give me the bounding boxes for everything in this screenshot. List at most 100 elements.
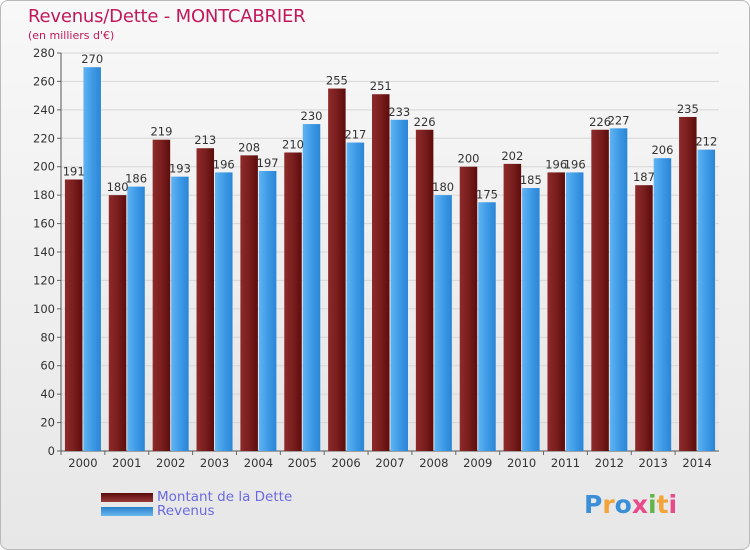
bar-dette <box>503 163 522 451</box>
legend-swatch-revenus <box>101 506 153 516</box>
bar-revenus <box>215 172 233 451</box>
x-tick-label: 2013 <box>639 456 668 470</box>
x-tick-label: 2001 <box>112 456 141 470</box>
logo-letter: i <box>648 490 657 519</box>
data-label: 206 <box>651 143 673 157</box>
x-tick-label: 2000 <box>68 456 97 470</box>
y-tick-label: 180 <box>33 188 55 202</box>
y-tick-label: 220 <box>33 131 55 145</box>
bar-revenus <box>390 119 408 452</box>
bar-dette <box>372 94 390 451</box>
data-label: 230 <box>301 109 323 123</box>
bar-revenus <box>258 170 277 451</box>
y-tick-label: 120 <box>33 273 55 287</box>
logo-letter: t <box>656 490 669 519</box>
y-tick-label: 200 <box>33 160 55 174</box>
data-label: 193 <box>169 162 191 176</box>
data-label: 227 <box>608 113 630 127</box>
bar-revenus <box>697 149 716 451</box>
bar-revenus <box>302 124 321 452</box>
logo-letter: P <box>584 490 603 519</box>
chart-subtitle: (en milliers d'€) <box>28 29 115 42</box>
data-label: 226 <box>414 115 436 129</box>
bar-revenus <box>83 67 101 451</box>
bar-dette <box>108 195 127 451</box>
x-tick-label: 2012 <box>595 456 624 470</box>
y-tick-label: 80 <box>40 330 55 344</box>
bar-revenus <box>346 142 365 452</box>
x-tick-label: 2009 <box>463 456 492 470</box>
bar-dette <box>284 152 302 451</box>
bar-dette <box>415 129 434 451</box>
y-tick-label: 20 <box>40 416 55 430</box>
legend-label-revenus: Revenus <box>157 503 215 519</box>
bar-revenus <box>522 188 540 452</box>
bar-dette <box>679 116 697 451</box>
data-label: 251 <box>370 79 392 93</box>
bar-dette <box>635 185 653 451</box>
data-label: 175 <box>476 187 498 201</box>
x-tick-label: 2005 <box>288 456 317 470</box>
bar-dette <box>64 179 83 451</box>
bar-dette <box>152 139 171 451</box>
logo-letter: i <box>668 490 678 519</box>
y-tick-label: 140 <box>33 245 55 259</box>
legend-item-dette: Montant de la Dette <box>101 489 292 505</box>
x-tick-label: 2002 <box>156 456 185 470</box>
logo-letter: o <box>614 490 632 519</box>
data-label: 213 <box>194 133 216 147</box>
data-label: 217 <box>344 128 366 142</box>
legend-item-revenus: Revenus <box>101 503 215 519</box>
x-tick-label: 2011 <box>551 456 580 470</box>
data-label: 191 <box>63 165 85 179</box>
y-tick-label: 100 <box>33 302 55 316</box>
data-label: 235 <box>677 102 699 116</box>
data-label: 202 <box>501 149 523 163</box>
logo-letter: x <box>631 490 648 519</box>
x-tick-label: 2010 <box>507 456 536 470</box>
y-tick-label: 40 <box>40 387 55 401</box>
data-label: 197 <box>257 156 279 170</box>
data-label: 233 <box>388 105 410 119</box>
bar-revenus <box>171 176 189 451</box>
x-tick-label: 2008 <box>419 456 448 470</box>
y-tick-label: 260 <box>33 74 55 88</box>
logo-letter: r <box>602 490 615 519</box>
x-tick-label: 2004 <box>244 456 273 470</box>
data-label: 210 <box>282 138 304 152</box>
bar-revenus <box>478 202 496 451</box>
data-label: 226 <box>589 115 611 129</box>
data-label: 270 <box>81 52 103 66</box>
legend-swatch-dette <box>101 492 153 502</box>
bar-revenus <box>609 128 628 451</box>
chart-title: Revenus/Dette - MONTCABRIER <box>28 6 306 27</box>
data-label: 196 <box>545 157 567 171</box>
data-label: 200 <box>458 152 480 166</box>
bar-dette <box>240 155 258 452</box>
data-label: 255 <box>326 74 348 88</box>
y-tick-label: 60 <box>40 359 55 373</box>
data-label: 185 <box>520 173 542 187</box>
proxiti-logo: Proxiti <box>584 490 677 519</box>
legend-label-dette: Montant de la Dette <box>157 489 293 505</box>
data-label: 196 <box>564 157 586 171</box>
x-tick-label: 2007 <box>375 456 404 470</box>
bar-revenus <box>653 158 672 451</box>
data-label: 180 <box>107 180 129 194</box>
y-tick-label: 160 <box>33 217 55 231</box>
data-label: 180 <box>432 180 454 194</box>
y-tick-label: 0 <box>48 444 55 458</box>
y-tick-label: 240 <box>33 103 55 117</box>
data-label: 208 <box>238 140 260 154</box>
data-label: 187 <box>633 170 655 184</box>
bar-revenus <box>565 172 584 451</box>
bar-dette <box>328 88 346 452</box>
bar-dette <box>196 148 215 451</box>
data-label: 196 <box>213 157 235 171</box>
bar-dette <box>547 172 565 451</box>
y-tick-label: 280 <box>33 46 55 60</box>
x-tick-label: 2006 <box>331 456 360 470</box>
data-label: 212 <box>695 135 717 149</box>
